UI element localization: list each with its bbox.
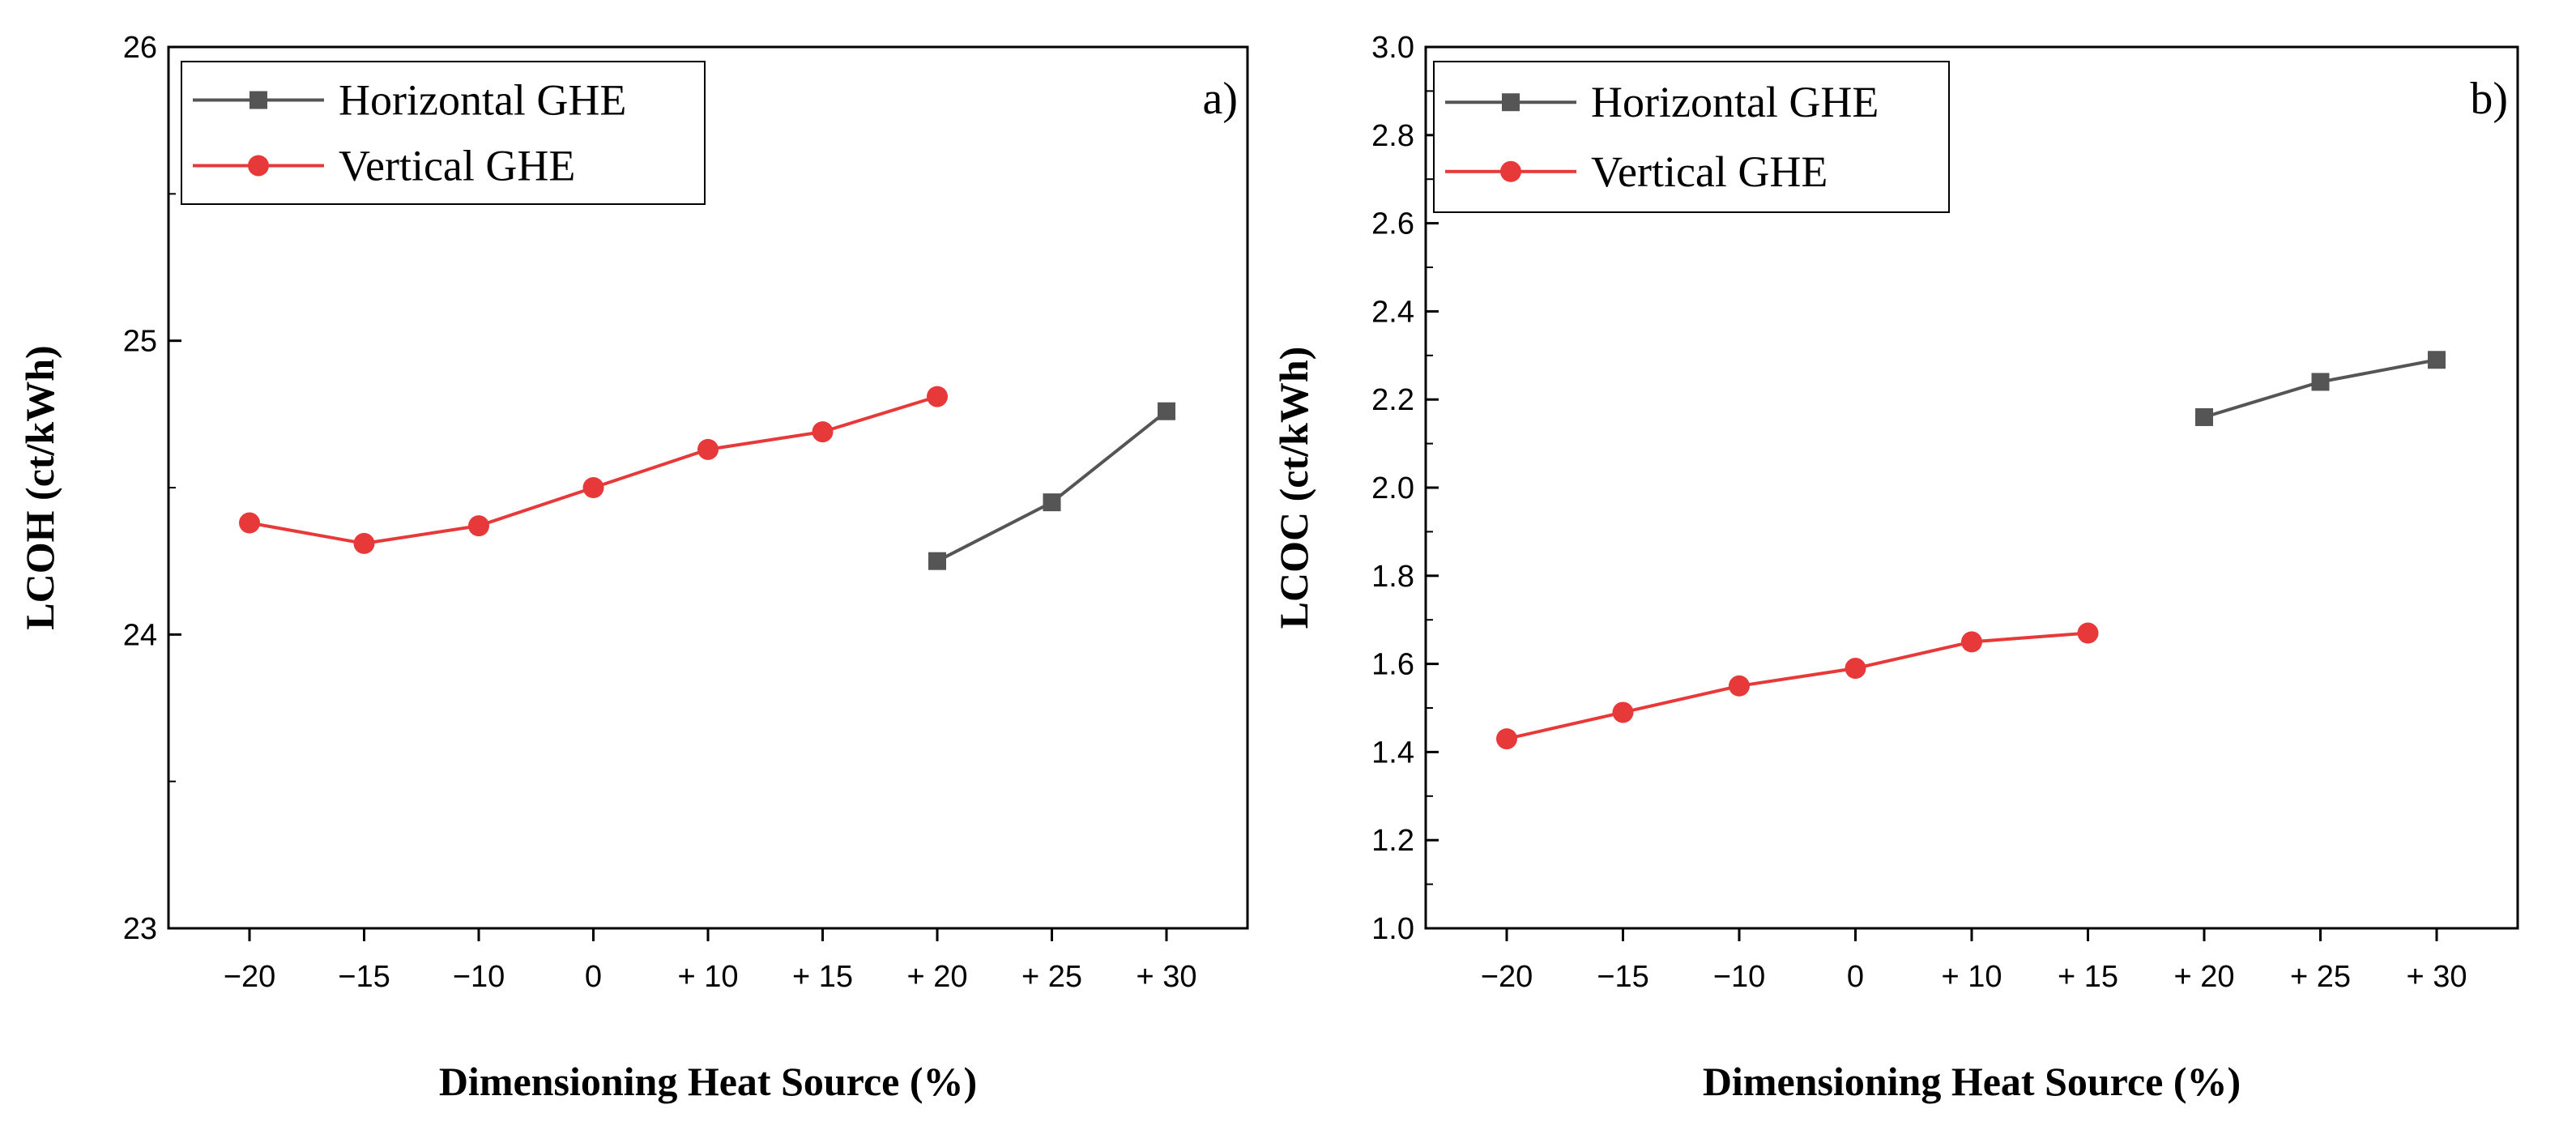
x-tick-label: + 15 — [2058, 960, 2118, 994]
y-tick-label: 24 — [123, 618, 157, 652]
y-tick-label: 26 — [123, 31, 157, 65]
data-point-square — [928, 552, 946, 570]
legend-item-horizontal: Horizontal GHE — [1445, 78, 1879, 126]
x-tick-label: −15 — [1597, 960, 1648, 994]
y-tick-label: 1.6 — [1371, 648, 1414, 682]
panel-b: 1.0 1.2 1.4 1.6 1.8 2.0 2.2 2.4 2.6 2.8 3.0 −20 −15… — [1271, 31, 2519, 1104]
data-point-circle — [468, 515, 489, 537]
x-tick-label: + 10 — [1941, 960, 2002, 994]
series-line-circle — [1506, 631, 2088, 741]
y-axis-ticks: 23 24 25 26 — [123, 31, 181, 946]
data-point-square — [2311, 373, 2330, 391]
legend-marker-square — [1502, 93, 1520, 112]
legend-item-horizontal: Horizontal GHE — [193, 76, 626, 125]
x-axis-ticks: −20 −15 −10 0 + 10 + 15 + 20 + 25 + 30 — [1481, 928, 2467, 994]
x-axis-ticks: −20 −15 −10 0 + 10 + 15 + 20 + 25 + 30 — [224, 928, 1197, 994]
legend-marker-circle — [248, 155, 269, 177]
data-point-circle — [1496, 728, 1517, 750]
data-point-circle — [927, 386, 948, 407]
y-tick-label: 1.0 — [1371, 912, 1414, 946]
panel-label: b) — [2470, 74, 2508, 124]
series-layer — [239, 386, 1175, 570]
x-tick-label: −20 — [224, 960, 275, 994]
data-point-circle — [2077, 622, 2099, 644]
y-tick-label: 23 — [123, 912, 157, 946]
x-tick-label: + 20 — [2173, 960, 2234, 994]
data-point-square — [1158, 402, 1175, 420]
data-point-circle — [1961, 631, 1982, 653]
legend-item-vertical: Vertical GHE — [193, 141, 575, 190]
x-tick-label: 0 — [585, 960, 602, 994]
legend-label: Vertical GHE — [1591, 147, 1828, 196]
x-tick-label: 0 — [1847, 960, 1864, 994]
y-tick-label: 2.6 — [1371, 207, 1414, 241]
y-tick-label: 25 — [123, 325, 157, 359]
data-point-circle — [582, 477, 604, 498]
legend-label: Horizontal GHE — [1591, 78, 1879, 126]
data-point-circle — [239, 512, 260, 534]
data-point-circle — [1612, 701, 1634, 723]
legend-box — [181, 61, 706, 205]
x-tick-label: −10 — [1713, 960, 1765, 994]
data-point-square — [2428, 351, 2446, 369]
y-tick-label: 2.0 — [1371, 471, 1414, 505]
x-axis-title: Dimensioning Heat Source (%) — [1703, 1059, 2241, 1104]
y-tick-label: 1.8 — [1371, 560, 1414, 594]
data-point-circle — [1729, 675, 1750, 697]
x-tick-label: + 30 — [1136, 960, 1196, 994]
data-point-square — [1043, 493, 1061, 512]
x-tick-label: + 25 — [1021, 960, 1082, 994]
legend: Horizontal GHE Vertical GHE — [181, 61, 706, 205]
data-point-circle — [812, 421, 834, 443]
x-tick-label: + 20 — [906, 960, 967, 994]
x-tick-label: + 25 — [2290, 960, 2351, 994]
legend-marker-circle — [1500, 160, 1521, 182]
x-tick-label: −20 — [1481, 960, 1533, 994]
x-tick-label: + 15 — [792, 960, 853, 994]
legend-box — [1433, 61, 1950, 213]
data-point-circle — [697, 438, 719, 460]
data-point-square — [2195, 407, 2213, 426]
y-tick-label: 2.2 — [1371, 383, 1414, 417]
legend-label: Horizontal GHE — [339, 76, 626, 125]
y-axis-title: LCOH (ct/kWh) — [17, 345, 62, 629]
y-axis-ticks: 1.0 1.2 1.4 1.6 1.8 2.0 2.2 2.4 2.6 2.8 3.0 — [1371, 31, 1439, 946]
x-tick-label: −15 — [338, 960, 390, 994]
y-tick-label: 2.8 — [1371, 119, 1414, 153]
y-tick-label: 1.4 — [1371, 736, 1414, 770]
legend-marker-square — [249, 91, 267, 109]
y-tick-label: 1.2 — [1371, 824, 1414, 858]
y-tick-label: 2.4 — [1371, 295, 1414, 329]
y-tick-label: 3.0 — [1371, 31, 1414, 65]
x-tick-label: + 10 — [677, 960, 738, 994]
legend-label: Vertical GHE — [339, 141, 575, 190]
legend: Horizontal GHE Vertical GHE — [1433, 61, 1950, 213]
legend-item-vertical: Vertical GHE — [1445, 147, 1828, 196]
data-point-circle — [1845, 658, 1866, 680]
x-axis-title: Dimensioning Heat Source (%) — [439, 1059, 977, 1104]
panel-label: a) — [1202, 74, 1238, 124]
series-layer — [1496, 351, 2446, 750]
x-tick-label: + 30 — [2406, 960, 2467, 994]
data-point-circle — [353, 532, 375, 554]
y-axis-title: LCOC (ct/kWh) — [1271, 347, 1316, 629]
x-tick-label: −10 — [453, 960, 505, 994]
